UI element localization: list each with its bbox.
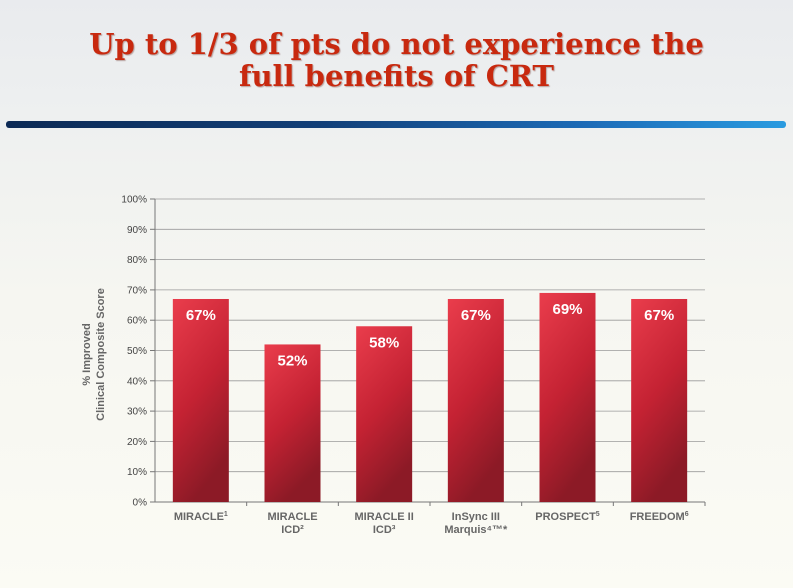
y-tick-label: 40% <box>127 376 147 387</box>
x-category-label: MIRACLE II <box>355 511 414 523</box>
y-tick-label: 100% <box>121 195 147 206</box>
slide-title-line-1: Up to 1/3 of pts do not experience the <box>89 27 704 61</box>
x-category-label-line-2: Marquis⁴™* <box>444 524 508 536</box>
y-axis-label-line-2: Clinical Composite Score <box>95 288 107 421</box>
x-category-label-line-2: ICD³ <box>373 524 396 536</box>
bar <box>631 298 688 502</box>
y-tick-label: 70% <box>127 285 147 296</box>
bar-data-label: 67% <box>461 307 491 324</box>
bar <box>539 292 596 502</box>
slide-title-line-2: full benefits of CRT <box>238 59 555 93</box>
bar <box>447 298 504 502</box>
bar-data-label: 58% <box>369 334 399 351</box>
x-category-label-line-2: ICD² <box>281 524 304 536</box>
bar-data-label: 69% <box>552 301 582 318</box>
x-category-label: MIRACLE1 <box>174 511 228 523</box>
x-category-label: PROSPECT5 <box>535 511 600 523</box>
y-tick-label: 10% <box>127 467 147 478</box>
bar-data-label: 67% <box>644 307 674 324</box>
title-divider <box>6 121 786 128</box>
y-tick-label: 60% <box>127 316 147 327</box>
bar-data-label: 67% <box>186 307 216 324</box>
y-tick-label: 50% <box>127 346 147 357</box>
slide-title: Up to 1/3 of pts do not experience the f… <box>0 28 793 92</box>
y-axis-label-line-1: % Improved <box>81 323 93 385</box>
bar <box>172 298 229 502</box>
y-tick-label: 0% <box>133 498 148 509</box>
bar <box>356 326 413 502</box>
y-tick-label: 90% <box>127 225 147 236</box>
bar-data-label: 52% <box>277 352 307 369</box>
x-category-label: InSync III <box>452 511 500 523</box>
y-tick-label: 30% <box>127 407 147 418</box>
y-tick-label: 80% <box>127 255 147 266</box>
bar <box>264 344 321 502</box>
x-category-label: FREEDOM6 <box>630 511 689 523</box>
y-tick-label: 20% <box>127 437 147 448</box>
x-category-label: MIRACLE <box>267 511 317 523</box>
